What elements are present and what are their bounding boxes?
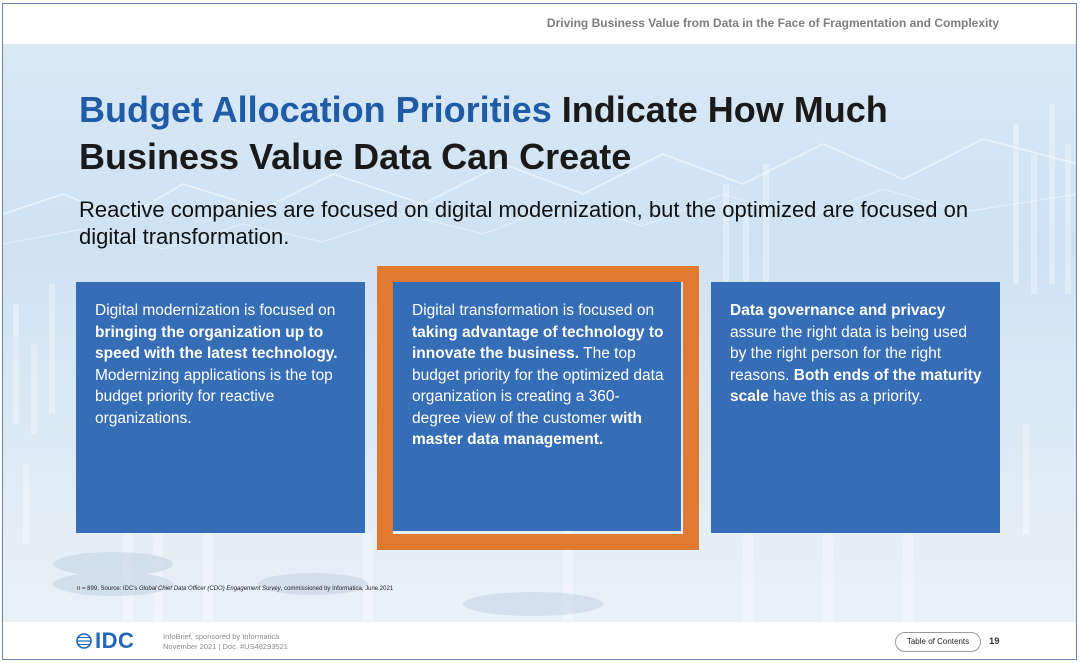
box1-text-2: bringing the organization up to speed wi… bbox=[95, 323, 338, 363]
page-footer: IDC InfoBrief, sponsored by Informatica … bbox=[3, 622, 1076, 659]
source-survey-name: Global Chief Data Officer (CDO) Engageme… bbox=[139, 586, 281, 592]
source-note: n = 899, Source: IDC's Global Chief Data… bbox=[77, 586, 393, 592]
box-digital-transformation: Digital transformation is focused on tak… bbox=[393, 282, 681, 531]
idc-logo: IDC bbox=[76, 628, 134, 654]
box2-text-4: with master data management. bbox=[412, 409, 643, 449]
box-digital-modernization: Digital modernization is focused on brin… bbox=[76, 282, 365, 533]
document-title: Driving Business Value from Data in the … bbox=[546, 16, 999, 30]
meta-sponsor: InfoBrief, sponsored by Informatica bbox=[163, 632, 280, 641]
highlight-border bbox=[377, 266, 699, 550]
page-number: 19 bbox=[989, 636, 1000, 647]
box3-text-3: Both ends of the maturity scale bbox=[730, 366, 982, 406]
slide-title: Budget Allocation Priorities Indicate Ho… bbox=[79, 86, 1019, 180]
globe-icon bbox=[76, 633, 92, 649]
logo-text: IDC bbox=[95, 628, 135, 653]
title-rest: Indicate How Much Business Value Data Ca… bbox=[79, 89, 888, 177]
slide-page: Driving Business Value from Data in the … bbox=[2, 3, 1077, 660]
document-meta: InfoBrief, sponsored by Informatica Nove… bbox=[163, 632, 288, 652]
page-header: Driving Business Value from Data in the … bbox=[3, 4, 1076, 44]
box3-text-2: assure the right data is being used by t… bbox=[730, 323, 967, 384]
box1-text-1: Digital modernization is focused on bbox=[95, 302, 336, 319]
box2-text-3: The top budget priority for the optimize… bbox=[412, 345, 664, 427]
meta-doc-number: November 2021 | Doc. #US48293521 bbox=[163, 642, 288, 651]
box3-text-1: Data governance and privacy bbox=[730, 302, 946, 319]
source-suffix: , commissioned by Informatica, June 2021 bbox=[280, 586, 394, 592]
box1-text-3: Modernizing applications is the top budg… bbox=[95, 366, 333, 427]
title-accent: Budget Allocation Priorities bbox=[79, 89, 552, 130]
box2-text-2: taking advantage of technology to innova… bbox=[412, 323, 664, 363]
source-prefix: n = 899, Source: IDC's bbox=[77, 586, 140, 592]
box3-text-4: have this as a priority. bbox=[768, 388, 923, 405]
slide-subtitle: Reactive companies are focused on digita… bbox=[79, 197, 969, 249]
chart-background-graphic bbox=[3, 104, 1076, 622]
box-data-governance: Data governance and privacy assure the r… bbox=[711, 282, 1000, 533]
table-of-contents-button[interactable]: Table of Contents bbox=[895, 632, 981, 652]
box2-text-1: Digital transformation is focused on bbox=[412, 302, 655, 319]
